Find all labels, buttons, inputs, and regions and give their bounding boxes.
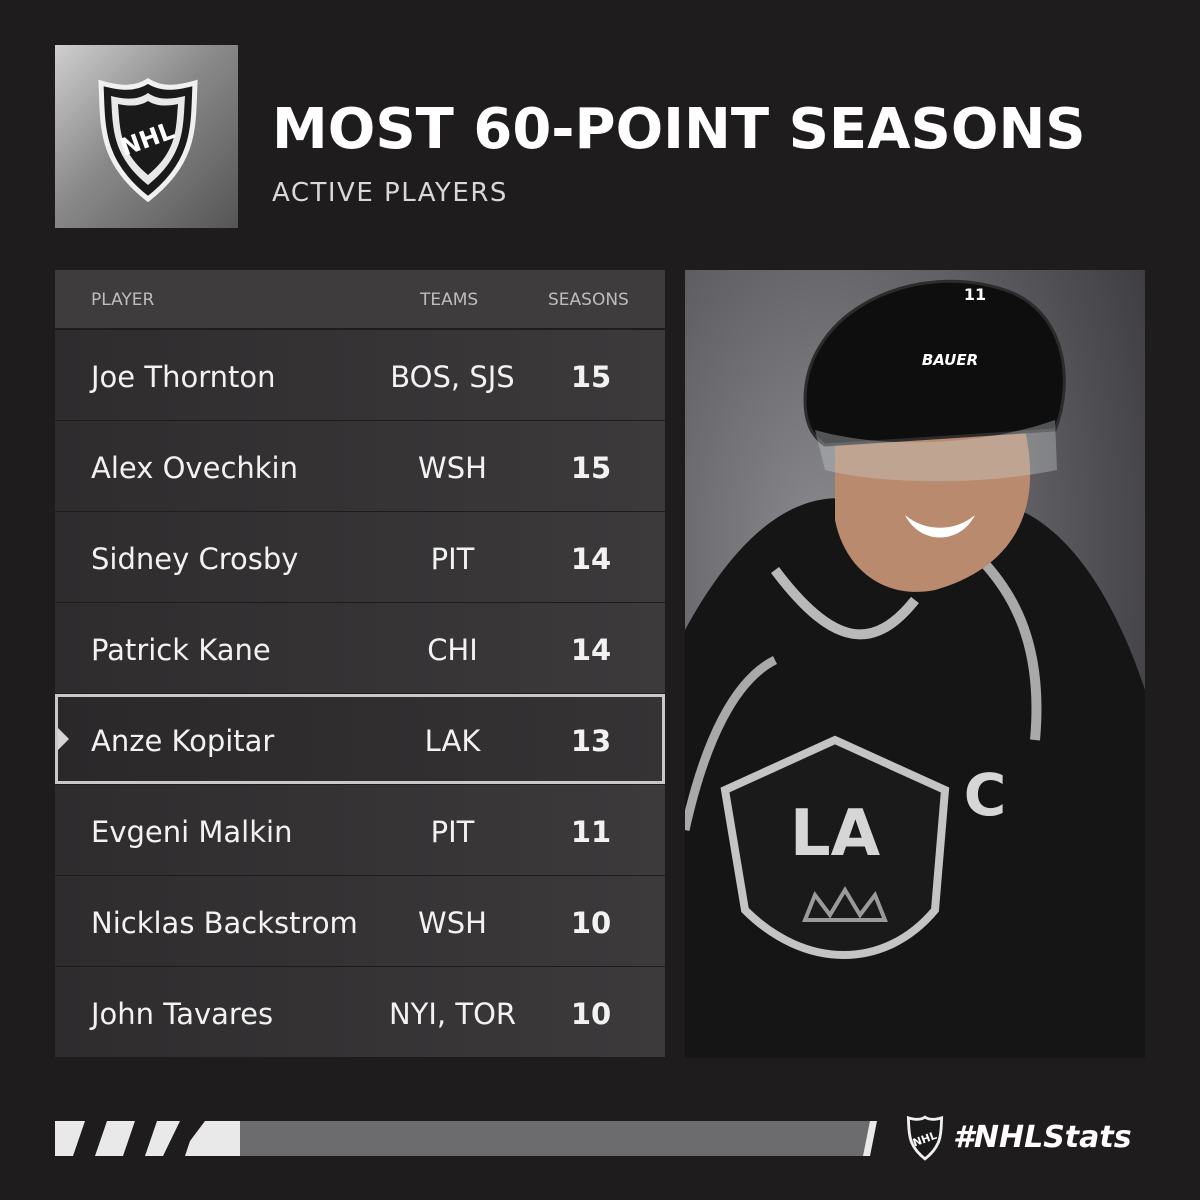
player-teams: PIT (430, 542, 475, 576)
crown-icon (802, 886, 888, 922)
player-seasons: 14 (570, 542, 612, 576)
column-header-player: PLAYER (91, 290, 155, 310)
player-seasons: 15 (570, 451, 612, 485)
helmet-number-text: 11 (964, 285, 986, 304)
stats-table: PLAYER TEAMS SEASONS Joe Thornton BOS, S… (55, 270, 665, 1058)
player-name: Evgeni Malkin (91, 815, 293, 849)
table-row: Sidney Crosby PIT 14 (55, 512, 665, 602)
player-name: Alex Ovechkin (91, 451, 298, 485)
hashtag-label: #NHLStats (953, 1120, 1132, 1155)
footer-nhl-logo-icon: NHL (906, 1115, 944, 1161)
player-name: John Tavares (91, 997, 274, 1031)
highlight-marker-icon (58, 728, 69, 750)
player-seasons: 10 (570, 906, 612, 940)
player-teams: WSH (418, 451, 487, 485)
player-illustration: BAUER 11 LA C (685, 270, 1145, 1058)
player-seasons: 10 (570, 997, 612, 1031)
page-title: MOST 60-POINT SEASONS (272, 97, 1086, 162)
player-name: Patrick Kane (91, 633, 271, 667)
captain-letter: C (964, 761, 1007, 829)
column-header-teams: TEAMS (420, 290, 479, 310)
table-row: Alex Ovechkin WSH 15 (55, 421, 665, 511)
player-teams: LAK (424, 724, 481, 758)
player-name: Anze Kopitar (91, 724, 275, 758)
player-name: Nicklas Backstrom (91, 906, 358, 940)
player-seasons: 14 (570, 633, 612, 667)
nhl-shield-icon: NHL (98, 77, 198, 203)
player-teams: WSH (418, 906, 487, 940)
player-seasons: 15 (570, 360, 612, 394)
helmet-brand-text: BAUER (922, 351, 978, 369)
player-seasons: 13 (570, 724, 612, 758)
page-subtitle: ACTIVE PLAYERS (272, 178, 508, 208)
table-row: Patrick Kane CHI 14 (55, 603, 665, 693)
player-name: Sidney Crosby (91, 542, 299, 576)
jersey-crest-text: LA (790, 797, 881, 871)
table-header: PLAYER TEAMS SEASONS (55, 270, 665, 328)
player-seasons: 11 (570, 815, 612, 849)
column-header-seasons: SEASONS (548, 290, 629, 310)
footer-decorative-bar (55, 1121, 877, 1156)
table-row: John Tavares NYI, TOR 10 (55, 967, 665, 1057)
table-row: Nicklas Backstrom WSH 10 (55, 876, 665, 966)
table-row-highlighted: Anze Kopitar LAK 13 (55, 694, 665, 784)
player-teams: CHI (427, 633, 478, 667)
player-teams: PIT (430, 815, 475, 849)
player-teams: NYI, TOR (388, 997, 517, 1031)
player-teams: BOS, SJS (390, 360, 515, 394)
player-name: Joe Thornton (91, 360, 276, 394)
table-row: Evgeni Malkin PIT 11 (55, 785, 665, 875)
nhl-logo-tile: NHL (55, 45, 238, 228)
player-photo: BAUER 11 LA C (685, 270, 1145, 1058)
table-row: Joe Thornton BOS, SJS 15 (55, 330, 665, 420)
